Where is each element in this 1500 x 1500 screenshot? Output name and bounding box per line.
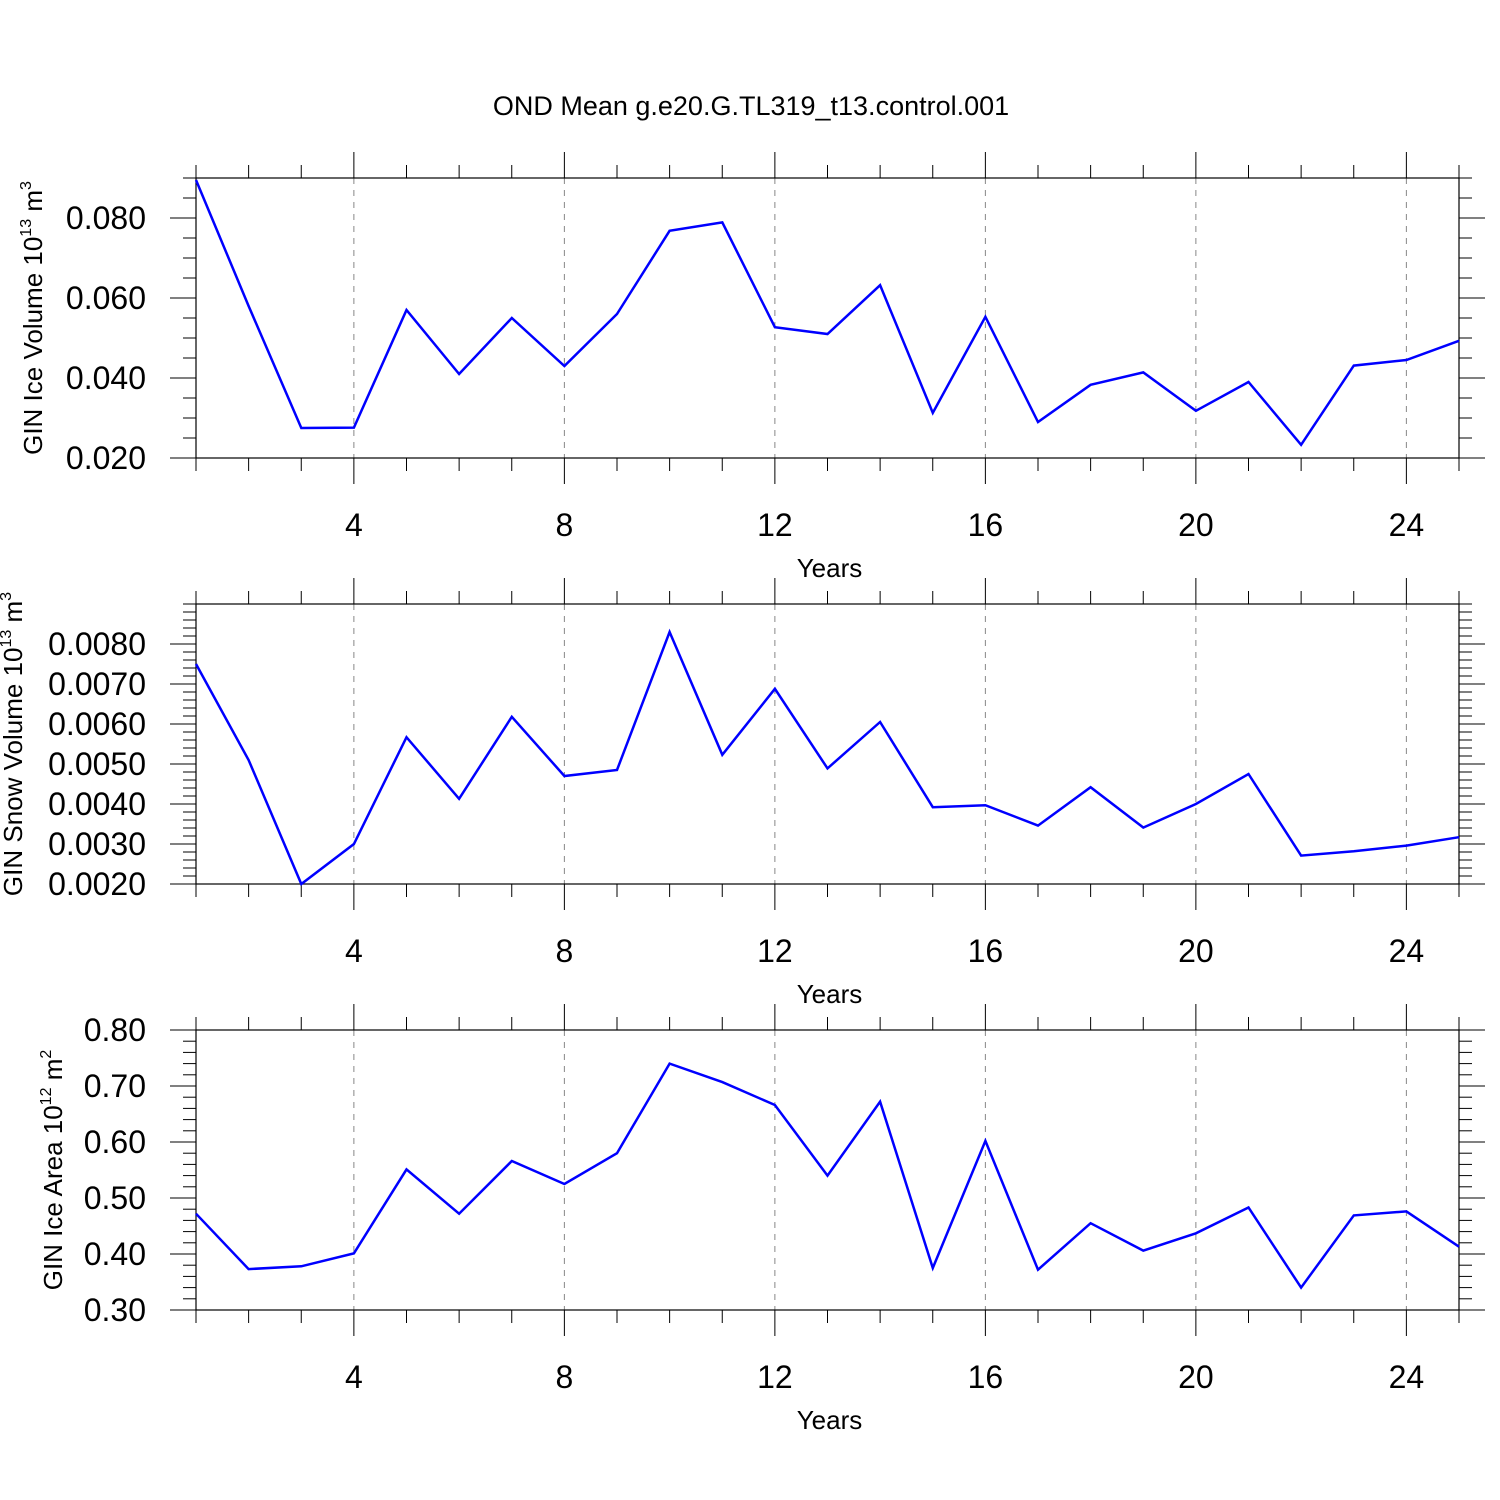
panel-2: 4 8 12 16 20 24 0.0020 0.0030 0.0040 0.0050 0.0060… [0,578,1485,1009]
y-tick-label: 0.060 [66,280,146,316]
y-tick-label: 0.0050 [48,746,146,782]
y-tick-label: 0.30 [84,1292,146,1328]
x-tick-label: 16 [968,1359,1004,1395]
panel-1: 4 8 12 16 20 24 0.020 0.040 0.060 0.080 Years GIN I… [18,152,1485,583]
chart-title: OND Mean g.e20.G.TL319_t13.control.001 [493,91,1009,121]
y-tick-label: 0.0020 [48,866,146,902]
x-axis-label: Years [797,979,863,1009]
x-tick-label: 8 [555,933,573,969]
y-tick-label: 0.0060 [48,706,146,742]
y-tick-label: 0.60 [84,1124,146,1160]
x-tick-label: 8 [555,507,573,543]
x-tick-label: 24 [1389,1359,1425,1395]
x-axis-label: Years [797,1405,863,1435]
x-tick-label: 20 [1178,933,1214,969]
x-tick-label: 24 [1389,933,1425,969]
x-tick-label: 16 [968,933,1004,969]
y-tick-label: 0.020 [66,440,146,476]
series-line [194,179,1460,447]
x-tick-label: 16 [968,507,1004,543]
y-axis-label: GIN Ice Volume 1013 m3 [18,181,48,455]
y-tick-label: 0.0080 [48,626,146,662]
y-tick-label: 0.0030 [48,826,146,862]
panels: 4 8 12 16 20 24 0.020 0.040 0.060 0.080 Years GIN I… [0,152,1485,1435]
plot-frame [195,603,1460,885]
x-tick-label: 12 [757,507,793,543]
plot-frame [195,177,1460,459]
y-tick-label: 0.80 [84,1012,146,1048]
x-tick-label: 20 [1178,507,1214,543]
x-tick-label: 12 [757,933,793,969]
y-tick-label: 0.40 [84,1236,146,1272]
x-tick-label: 4 [345,507,363,543]
x-tick-label: 12 [757,1359,793,1395]
y-tick-label: 0.0070 [48,666,146,702]
x-tick-label: 20 [1178,1359,1214,1395]
y-tick-label: 0.040 [66,360,146,396]
panel-3: 4 8 12 16 20 24 0.30 0.40 0.50 0.60 0.70 0.80 Years G… [38,1004,1485,1435]
y-axis-label: GIN Ice Area 1012 m2 [38,1050,68,1291]
x-tick-label: 24 [1389,507,1425,543]
y-tick-label: 0.0040 [48,786,146,822]
x-tick-label: 4 [345,933,363,969]
y-tick-label: 0.70 [84,1068,146,1104]
series-line [194,628,1460,886]
series-line [195,1062,1460,1290]
x-tick-label: 4 [345,1359,363,1395]
y-tick-label: 0.50 [84,1180,146,1216]
y-axis-label: GIN Snow Volume 1013 m3 [0,592,28,896]
x-axis-label: Years [797,553,863,583]
x-tick-label: 8 [555,1359,573,1395]
plot-frame [195,1029,1460,1311]
y-tick-label: 0.080 [66,200,146,236]
